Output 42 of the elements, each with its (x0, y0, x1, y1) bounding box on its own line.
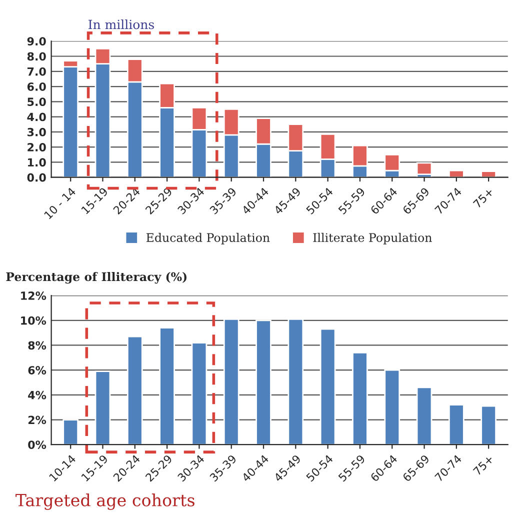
y-tick-label: 0.0 (27, 173, 46, 182)
y-tick-label: 10% (21, 316, 46, 325)
bar (480, 405, 497, 445)
bar (191, 342, 208, 445)
chart-title: Percentage of Illiteracy (%) (6, 272, 186, 284)
bar (256, 320, 272, 445)
y-tick-label: 2% (28, 416, 46, 424)
bar (223, 318, 240, 445)
bar (320, 328, 336, 445)
legend-label: Educated Population (146, 232, 270, 244)
y-tick-label: 2.0 (28, 143, 46, 152)
bar (94, 370, 111, 445)
text: Targeted age cohorts (16, 494, 194, 510)
bar (352, 352, 368, 445)
y-tick-label: 3.0 (28, 128, 46, 136)
y-tick-label: 8.0 (27, 52, 46, 61)
y-tick-label: 4% (28, 390, 46, 400)
legend-label: Illiterate Population (313, 232, 432, 244)
y-tick-label: 12% (21, 292, 46, 300)
y-tick-label: 8% (28, 341, 46, 350)
y-tick-label: 6.0 (27, 82, 46, 91)
bar (288, 318, 304, 445)
bar (159, 327, 175, 445)
x-tick-label: 75+ (472, 454, 494, 476)
y-tick-label: 5.0 (28, 98, 46, 106)
y-tick-label: 0% (28, 440, 46, 449)
x-tick-label: 10 - 14 (44, 186, 76, 220)
bar (416, 162, 432, 175)
bar (448, 404, 464, 445)
x-tick-label: 75+ (472, 187, 494, 208)
y-tick-label: 9.0 (27, 37, 46, 46)
bar (416, 386, 432, 445)
y-tick-label: 7.0 (28, 67, 46, 76)
bar (62, 419, 79, 445)
y-tick-label: 1.0 (28, 158, 46, 167)
bar (480, 170, 497, 178)
bar (126, 336, 143, 445)
y-tick-label: 6% (28, 366, 46, 374)
bar (384, 369, 400, 445)
bar (448, 170, 464, 178)
chart-title: In millions (88, 19, 154, 30)
y-tick-label: 4.0 (27, 112, 46, 122)
